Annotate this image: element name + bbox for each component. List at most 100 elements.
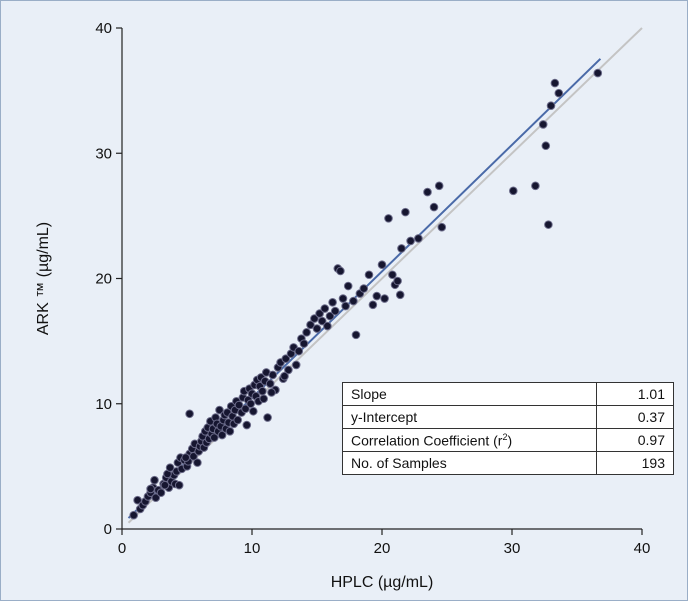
x-tick-label: 10: [244, 540, 261, 557]
x-tick-label: 30: [504, 540, 521, 557]
data-point: [336, 266, 345, 276]
data-point: [317, 316, 327, 326]
data-point: [546, 101, 556, 110]
data-point: [234, 400, 244, 410]
data-points: [129, 68, 603, 520]
data-point: [165, 463, 175, 472]
stats-row-slope: Slope 1.01: [342, 382, 674, 406]
data-point: [263, 413, 272, 422]
data-point: [233, 415, 242, 425]
data-point: [393, 276, 402, 286]
data-point: [267, 388, 276, 397]
stats-value: 0.37: [596, 405, 674, 429]
data-point: [406, 236, 415, 246]
stats-row-samples: No. of Samples 193: [342, 451, 674, 475]
data-point: [146, 484, 155, 494]
y-axis-title: ARK ™ (µg/mL): [35, 222, 52, 335]
stats-label: Slope: [342, 382, 597, 406]
data-point: [280, 371, 289, 381]
data-point: [434, 181, 444, 191]
data-point: [377, 260, 387, 270]
data-point: [310, 314, 319, 323]
data-point: [265, 379, 275, 389]
data-point: [538, 120, 548, 129]
data-point: [330, 306, 340, 316]
data-point: [554, 88, 564, 98]
data-point: [181, 453, 190, 462]
data-point: [397, 244, 406, 253]
data-point: [193, 458, 202, 467]
data-point: [174, 480, 184, 490]
data-point: [593, 68, 603, 78]
data-point: [315, 309, 324, 318]
axes: 0 10 20 30 40 0 10 20 30 40: [95, 20, 650, 557]
y-tick-label: 30: [95, 145, 112, 162]
data-point: [291, 360, 301, 370]
data-point: [368, 300, 378, 310]
data-point: [323, 321, 332, 331]
data-point: [401, 207, 410, 217]
x-tick-label: 0: [118, 540, 126, 557]
y-tick-label: 10: [95, 396, 112, 413]
data-point: [325, 311, 335, 321]
data-point: [258, 386, 267, 396]
data-point: [217, 430, 227, 440]
data-point: [225, 427, 235, 436]
data-point: [364, 270, 374, 280]
data-point: [268, 370, 278, 380]
data-point: [414, 234, 423, 243]
data-point: [242, 420, 252, 430]
y-tick-label: 40: [95, 20, 112, 37]
x-tick-label: 40: [634, 540, 651, 557]
stats-label-superscript: 2: [502, 431, 508, 442]
data-point: [215, 405, 224, 415]
data-point: [328, 297, 337, 307]
data-point: [338, 294, 348, 303]
data-point: [150, 475, 159, 485]
stats-label: y-Intercept: [342, 405, 597, 429]
data-point: [249, 406, 258, 416]
stats-row-correlation: Correlation Coefficient (r2) 0.97: [342, 428, 674, 452]
data-point: [259, 394, 269, 404]
data-point: [384, 214, 393, 223]
statistics-table: Slope 1.01 y-Intercept 0.37 Correlation …: [342, 382, 674, 475]
data-point: [423, 187, 432, 197]
data-point: [312, 324, 322, 333]
data-point: [151, 493, 161, 502]
data-point: [343, 281, 353, 291]
data-point: [156, 488, 166, 497]
data-point: [320, 304, 330, 313]
data-point: [380, 294, 389, 303]
data-point: [302, 328, 311, 337]
data-point: [395, 290, 405, 300]
data-point: [544, 220, 553, 229]
data-point: [210, 433, 219, 442]
y-tick-label: 0: [104, 521, 112, 538]
data-point: [429, 202, 439, 212]
data-point: [372, 291, 382, 301]
data-point: [351, 330, 361, 340]
data-point: [129, 510, 138, 520]
data-point: [541, 141, 551, 151]
stats-value: 1.01: [596, 382, 674, 406]
stats-label-close: ): [507, 432, 513, 449]
data-point: [550, 78, 560, 88]
stats-label-text: Correlation Coefficient (r: [351, 432, 503, 449]
stats-label: Correlation Coefficient (r2): [342, 428, 597, 452]
data-point: [349, 296, 358, 306]
data-point: [437, 222, 447, 232]
stats-value: 0.97: [596, 428, 674, 452]
x-axis-title: HPLC (µg/mL): [331, 574, 434, 591]
data-point: [299, 339, 309, 348]
data-point: [246, 399, 255, 409]
data-point: [284, 365, 293, 375]
data-point: [531, 181, 540, 191]
x-tick-label: 20: [374, 540, 391, 557]
data-point: [306, 320, 315, 330]
data-point: [388, 270, 397, 280]
stats-label: No. of Samples: [342, 451, 597, 475]
data-point: [509, 186, 518, 196]
stats-row-intercept: y-Intercept 0.37: [342, 405, 674, 429]
data-point: [281, 354, 291, 363]
